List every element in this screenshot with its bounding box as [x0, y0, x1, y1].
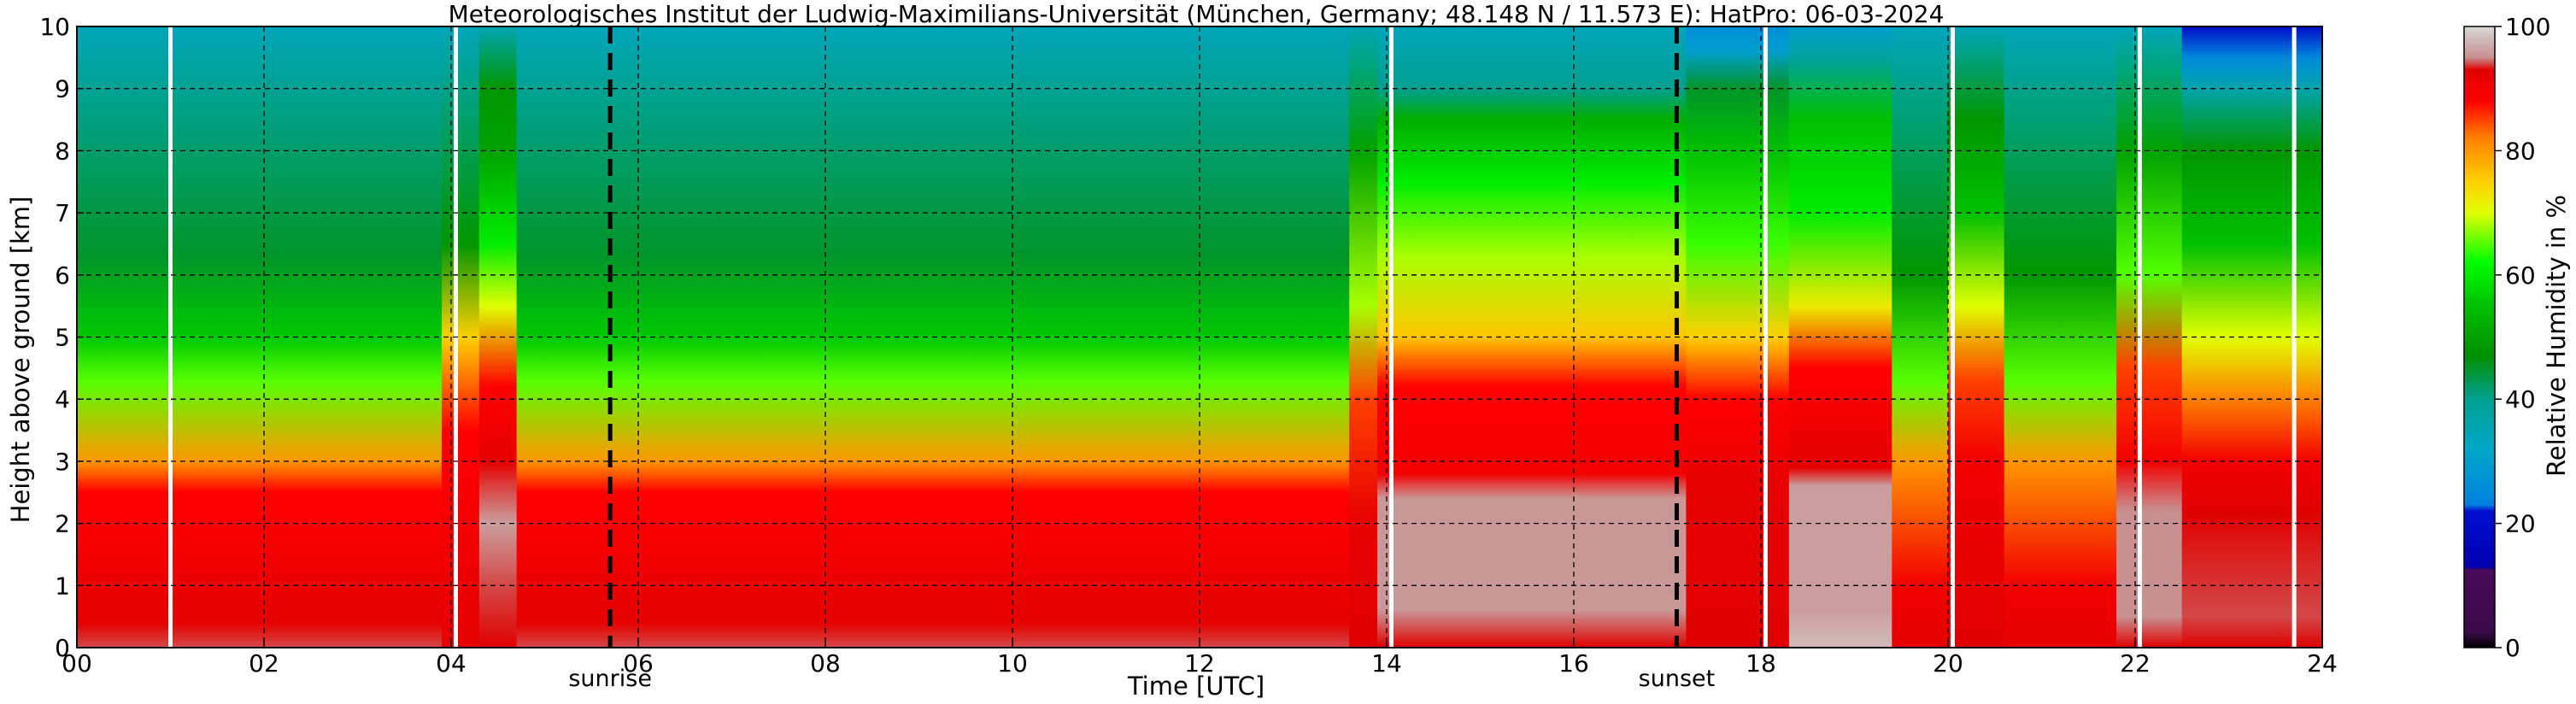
sun-lines	[607, 26, 1679, 648]
x-tick-label: 04	[436, 649, 466, 678]
x-tick-label: 18	[1746, 649, 1776, 678]
y-tick-label: 7	[55, 199, 70, 227]
colorbar-label: Relative Humidity in %	[2542, 195, 2571, 477]
chart-title: Meteorologisches Institut der Ludwig-Max…	[449, 0, 1945, 28]
y-tick-label: 8	[55, 137, 70, 165]
x-tick-label: 10	[997, 649, 1028, 678]
y-axis-label: Height above ground [km]	[6, 197, 35, 524]
colorbar-tick-label: 0	[2505, 634, 2520, 662]
y-tick-label: 10	[39, 13, 70, 41]
grid-lines	[77, 26, 2322, 648]
heatmap-column	[1377, 26, 1687, 648]
x-tick-label: 16	[1558, 649, 1589, 678]
colorbar-tick-label: 40	[2505, 385, 2536, 414]
x-tick-label: 22	[2120, 649, 2151, 678]
y-tick-label: 3	[55, 448, 70, 476]
y-tick-label: 5	[55, 324, 70, 352]
sunrise-label: sunrise	[568, 666, 652, 692]
y-tick-label: 4	[55, 385, 70, 414]
y-tick-label: 9	[55, 75, 70, 103]
colorbar: 0 20 40 60 80 100 Relative Humidity in %	[2463, 13, 2571, 662]
x-tick-label: 06	[623, 649, 654, 678]
x-tick-label: 00	[62, 649, 92, 678]
colorbar-tick-label: 60	[2505, 261, 2536, 290]
colorbar-tick-label: 20	[2505, 510, 2536, 538]
x-tick-label: 24	[2307, 649, 2338, 678]
data-gap	[1388, 26, 1394, 648]
x-tick-label: 08	[810, 649, 841, 678]
data-gap	[2291, 26, 2297, 648]
data-gap	[1950, 26, 1955, 648]
x-tick-label: 20	[1933, 649, 1963, 678]
data-gap	[168, 26, 173, 648]
x-tick-label: 14	[1371, 649, 1402, 678]
x-axis: 00 02 04 06 08 10 12 14 16 18 20 22 24	[62, 641, 2338, 678]
y-tick-label: 6	[55, 261, 70, 290]
y-axis: 0 1 2 3 4 5 6 7 8 9 10	[39, 13, 84, 662]
x-tick-label: 02	[249, 649, 279, 678]
x-axis-label: Time [UTC]	[1127, 672, 1265, 701]
heatmap-column	[1349, 26, 1378, 648]
y-tick-label: 1	[55, 572, 70, 600]
colorbar-tick-label: 100	[2505, 13, 2550, 41]
heatmap-column	[1686, 26, 1790, 648]
x-tick-label: 12	[1184, 649, 1215, 678]
sunset-label: sunset	[1639, 666, 1716, 692]
y-tick-label: 2	[55, 510, 70, 538]
data-gap	[1763, 26, 1768, 648]
y-tick-label: 0	[55, 634, 70, 662]
heatmap	[77, 26, 2323, 648]
colorbar-tick-label: 80	[2505, 137, 2536, 165]
colorbar-scale	[2463, 26, 2496, 648]
